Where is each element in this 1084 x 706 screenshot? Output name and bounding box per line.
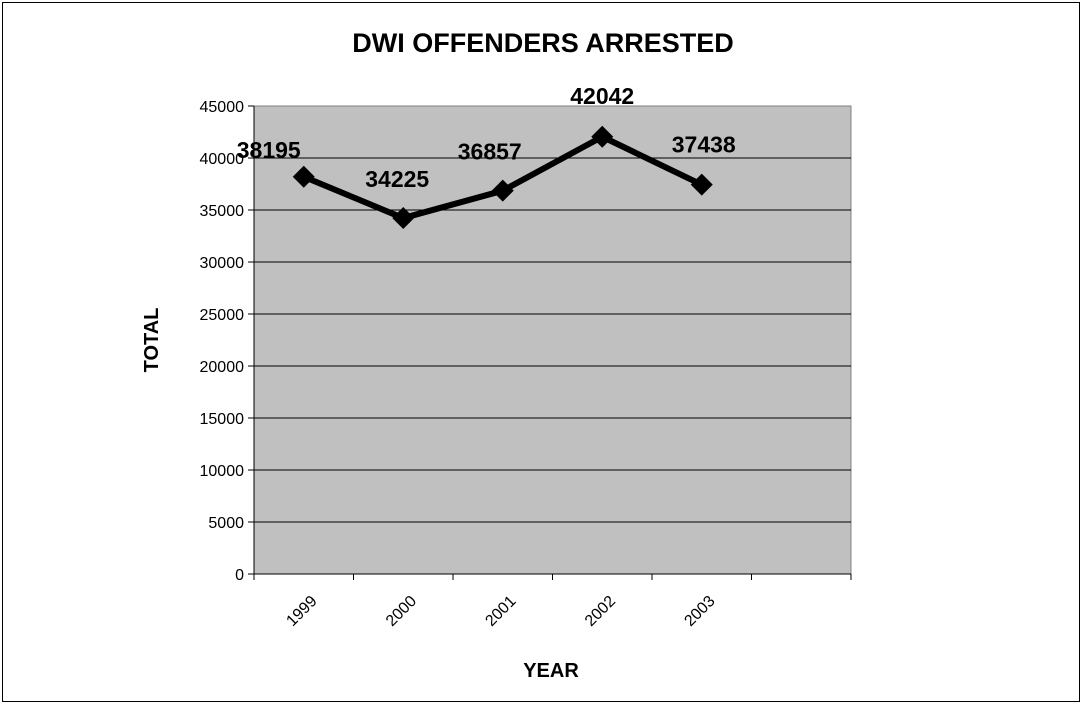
x-tick-label: 2003 — [681, 593, 718, 630]
x-tick-label: 2000 — [383, 593, 420, 630]
y-tick-label: 10000 — [200, 463, 245, 480]
data-point-marker — [591, 125, 614, 148]
y-tick-label: 25000 — [200, 307, 245, 324]
y-tick-label: 40000 — [200, 151, 245, 168]
x-tick-label: 2002 — [582, 593, 619, 630]
y-tick-label: 35000 — [200, 203, 245, 220]
data-label: 36857 — [458, 139, 522, 165]
y-tick-label: 30000 — [200, 255, 245, 272]
y-tick-label: 20000 — [200, 359, 245, 376]
chart-title: DWI OFFENDERS ARRESTED — [352, 28, 734, 58]
data-label: 37438 — [672, 132, 736, 158]
data-point-marker — [690, 173, 713, 196]
data-label: 42042 — [570, 83, 634, 109]
x-tick-label: 1999 — [283, 593, 320, 630]
data-point-marker — [392, 207, 415, 230]
plot-area — [253, 105, 852, 575]
y-tick-label: 45000 — [200, 99, 245, 116]
data-point-marker — [292, 165, 315, 188]
data-label: 34225 — [365, 166, 429, 192]
y-tick-label: 15000 — [200, 411, 245, 428]
data-point-marker — [491, 179, 514, 202]
x-tick-label: 2001 — [482, 593, 519, 630]
x-axis-label: YEAR — [523, 660, 579, 682]
y-axis-label: TOTAL — [141, 308, 163, 373]
y-tick-label: 0 — [235, 567, 244, 584]
data-label: 38195 — [237, 137, 301, 163]
y-tick-label: 5000 — [208, 515, 244, 532]
